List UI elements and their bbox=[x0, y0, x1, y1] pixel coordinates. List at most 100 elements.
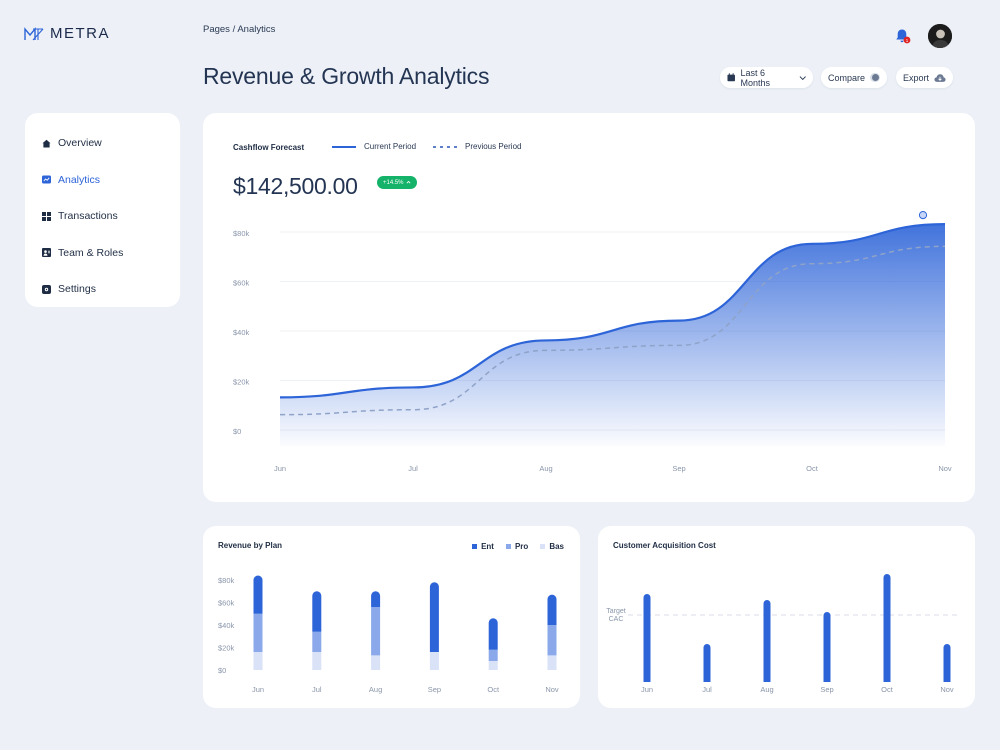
brand-logo[interactable]: METRA bbox=[24, 25, 110, 42]
sidebar-item-team-roles[interactable]: Team & Roles bbox=[25, 235, 180, 272]
legend-item-bas: Bas bbox=[540, 542, 564, 551]
bar-segment-pro bbox=[253, 613, 263, 652]
sidebar-item-label: Analytics bbox=[58, 173, 101, 186]
series-line-previous bbox=[279, 245, 946, 416]
page-title: Revenue & Growth Analytics bbox=[203, 63, 490, 89]
bar-segment-bas bbox=[253, 652, 263, 670]
users-icon bbox=[42, 248, 51, 258]
chevron-down-icon bbox=[799, 75, 806, 80]
card-title: Revenue by Plan bbox=[218, 541, 283, 550]
sidebar-item-settings[interactable]: Settings bbox=[25, 271, 180, 308]
compare-toggle[interactable]: Compare bbox=[821, 67, 887, 88]
cac-bar bbox=[823, 612, 831, 682]
x-tick-label: Jul bbox=[702, 685, 712, 694]
arrow-up-icon bbox=[406, 180, 411, 184]
user-photo-icon bbox=[928, 24, 952, 48]
x-tick-label: Sep bbox=[672, 464, 685, 473]
card-title: Cashflow Forecast bbox=[233, 143, 305, 152]
bar-segment-bas bbox=[371, 655, 381, 670]
y-tick-label: $80k bbox=[218, 576, 235, 585]
data-point-marker bbox=[918, 211, 928, 220]
toggle-switch[interactable] bbox=[870, 73, 880, 82]
bar-segment-pro bbox=[547, 625, 557, 656]
change-value: +14.5% bbox=[383, 179, 404, 186]
bar-segment-ent bbox=[371, 591, 381, 607]
sidebar-item-label: Team & Roles bbox=[58, 246, 124, 259]
target-label-line: CAC bbox=[609, 616, 624, 623]
x-tick-label: Nov bbox=[545, 685, 559, 694]
change-badge: +14.5% bbox=[377, 176, 417, 189]
sidebar-item-overview[interactable]: Overview bbox=[25, 125, 180, 162]
cac-card: Customer Acquisition Cost Target CAC Jun Ju… bbox=[598, 526, 975, 708]
legend-label: Ent bbox=[481, 542, 494, 551]
y-tick-label: $60k bbox=[233, 279, 250, 288]
bar-segment-ent bbox=[488, 618, 498, 650]
revenue-by-plan-card: Revenue by Plan Ent Pro Bas $0 $20k $40k $6… bbox=[203, 526, 580, 708]
date-range-select[interactable]: Last 6 Months bbox=[720, 67, 813, 88]
cac-chart: Target CAC Jun Jul Aug Sep Oct Nov bbox=[606, 574, 958, 694]
card-title: Customer Acquisition Cost bbox=[613, 541, 716, 550]
x-tick-label: Jun bbox=[641, 685, 653, 694]
x-tick-label: Jun bbox=[252, 685, 264, 694]
x-tick-label: Sep bbox=[820, 685, 833, 694]
y-tick-label: $0 bbox=[218, 666, 226, 675]
export-label: Export bbox=[903, 72, 930, 83]
bar-segment-ent bbox=[253, 575, 263, 614]
breadcrumb[interactable]: Pages / Analytics bbox=[203, 24, 276, 35]
x-tick-label: Nov bbox=[938, 464, 952, 473]
bar-segment-ent bbox=[429, 582, 439, 652]
revenue-by-plan-chart: $0 $20k $40k $60k $80k Jun Jul Aug Sep Oct Nov bbox=[218, 575, 559, 694]
bar-segment-pro bbox=[488, 649, 498, 661]
target-label: Target CAC bbox=[606, 608, 626, 623]
bar-segment-bas bbox=[488, 661, 498, 670]
series-line-current bbox=[279, 223, 946, 399]
cac-bar bbox=[763, 600, 771, 682]
x-tick-label: Jul bbox=[408, 464, 418, 473]
ent-swatch bbox=[472, 544, 478, 550]
sidebar-item-label: Settings bbox=[58, 283, 96, 296]
x-tick-label: Oct bbox=[881, 685, 894, 694]
x-tick-label: Aug bbox=[760, 685, 773, 694]
legend-current: Current Period bbox=[332, 142, 416, 151]
metra-logo-icon bbox=[24, 26, 44, 40]
sidebar-item-transactions[interactable]: Transactions bbox=[25, 198, 180, 235]
bar-segment-bas bbox=[312, 652, 322, 670]
x-tick-label: Jun bbox=[274, 464, 286, 473]
y-tick-label: $0 bbox=[233, 427, 241, 436]
sidebar-item-label: Overview bbox=[58, 137, 102, 150]
y-tick-label: $20k bbox=[233, 378, 250, 387]
x-tick-label: Nov bbox=[940, 685, 954, 694]
legend-label: Current Period bbox=[364, 142, 417, 151]
legend-previous: Previous Period bbox=[433, 142, 521, 151]
y-tick-label: $40k bbox=[233, 328, 250, 337]
bar-segment-ent bbox=[312, 591, 322, 632]
legend-solid-line-icon bbox=[332, 145, 356, 148]
compare-label: Compare bbox=[828, 72, 866, 83]
y-tick-label: $40k bbox=[218, 621, 235, 630]
avatar[interactable] bbox=[928, 24, 952, 48]
cac-bar bbox=[703, 644, 711, 682]
sidebar-item-analytics[interactable]: Analytics bbox=[25, 162, 180, 199]
area-fill bbox=[280, 224, 945, 446]
notifications-button[interactable]: 1 bbox=[893, 27, 911, 45]
bas-swatch bbox=[540, 544, 546, 550]
legend-label: Pro bbox=[514, 542, 529, 551]
calendar-icon bbox=[727, 73, 735, 82]
x-tick-label: Aug bbox=[369, 685, 382, 694]
bar-segment-pro bbox=[312, 631, 322, 652]
date-range-label: Last 6 Months bbox=[740, 67, 770, 88]
x-tick-label: Sep bbox=[428, 685, 441, 694]
sidebar-item-label: Transactions bbox=[58, 210, 118, 223]
cloud-download-icon bbox=[934, 73, 946, 82]
notification-count: 1 bbox=[906, 38, 909, 43]
cac-bar bbox=[883, 574, 891, 682]
export-button[interactable]: Export bbox=[896, 67, 953, 88]
cac-bar bbox=[643, 594, 651, 682]
grid-icon bbox=[42, 211, 51, 221]
brand-name: METRA bbox=[50, 25, 110, 42]
cashflow-total: $142,500.00 bbox=[233, 173, 358, 199]
y-tick-label: $80k bbox=[233, 229, 250, 238]
sidebar: Overview Analytics Transactions Team & R… bbox=[25, 113, 180, 307]
bar-segment-bas bbox=[547, 655, 557, 670]
bar-segment-bas bbox=[429, 652, 439, 670]
